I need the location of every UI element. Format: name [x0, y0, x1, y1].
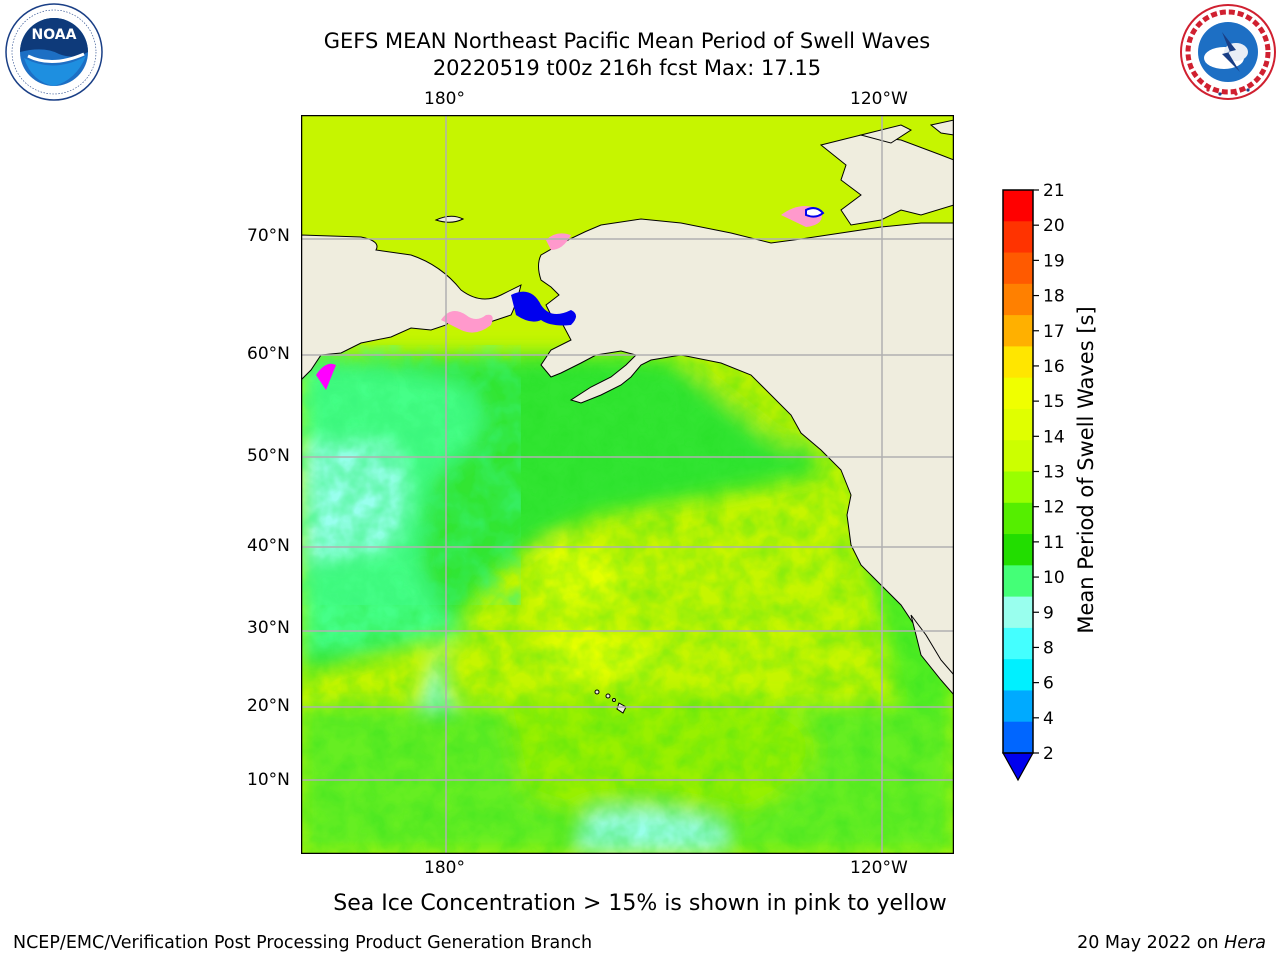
- map-frame: [300, 114, 955, 855]
- map-title: GEFS MEAN Northeast Pacific Mean Period …: [323, 29, 931, 53]
- colorbar: 21 20 19 18 17 16 15 14 13 12 11 10 9 8 6 4 2: [990, 180, 1130, 790]
- colorbar-block: [1003, 408, 1033, 441]
- colorbar-block: [1003, 627, 1033, 660]
- land-masses: [301, 119, 954, 714]
- sea-ice-caption: Sea Ice Concentration > 15% is shown in …: [333, 891, 947, 916]
- colorbar-tick-label: 20: [1043, 216, 1065, 236]
- colorbar-block: [1003, 565, 1033, 598]
- colorbar-block: [1003, 440, 1033, 472]
- colorbar-tick-label: 11: [1043, 533, 1065, 553]
- colorbar-tick-label: 10: [1043, 568, 1065, 588]
- map-panel: [300, 114, 955, 855]
- colorbar-tick-label: 17: [1043, 322, 1065, 342]
- colorbar-tick-label: 21: [1043, 181, 1065, 201]
- colorbar-tick-label: 16: [1043, 357, 1065, 377]
- noaa-logo: NOAA: [4, 2, 104, 102]
- footer-date-text: 20 May 2022 on: [1077, 933, 1225, 953]
- colorbar-tick-label: 19: [1043, 251, 1065, 271]
- lat-label-30n: 30°N: [247, 618, 290, 638]
- colorbar-block: [1003, 252, 1033, 285]
- colorbar-block: [1003, 221, 1033, 254]
- lat-label-50n: 50°N: [247, 446, 290, 466]
- noaa-logo-text: NOAA: [32, 27, 77, 43]
- lon-label-180-bottom: 180°: [424, 858, 465, 878]
- colorbar-block: [1003, 721, 1033, 754]
- forecast-subtitle: 20220519 t00z 216h fcst Max: 17.15: [432, 56, 822, 80]
- colorbar-block: [1003, 471, 1033, 504]
- graticule: [301, 115, 954, 854]
- colorbar-block: [1003, 596, 1033, 629]
- lat-label-70n: 70°N: [247, 226, 290, 246]
- colorbar-block: [1003, 377, 1033, 410]
- lat-label-10n: 10°N: [247, 770, 290, 790]
- colorbar-tick-label: 13: [1043, 463, 1065, 483]
- colorbar-block: [1003, 190, 1033, 222]
- lat-label-20n: 20°N: [247, 696, 290, 716]
- colorbar-tick-label: 6: [1043, 674, 1054, 694]
- colorbar-block: [1003, 659, 1033, 691]
- lon-label-120w-bottom: 120°W: [850, 858, 908, 878]
- colorbar-tick-label: 18: [1043, 287, 1065, 307]
- colorbar-block: [1003, 283, 1033, 316]
- lon-label-180-top: 180°: [424, 89, 465, 109]
- footer-date: 20 May 2022 on Hera: [1077, 933, 1266, 953]
- footer-credit: NCEP/EMC/Verification Post Processing Pr…: [13, 933, 593, 953]
- lon-label-120w-top: 120°W: [850, 89, 908, 109]
- colorbar-tick-label: 2: [1043, 744, 1054, 764]
- nws-logo: [1178, 2, 1278, 102]
- colorbar-tick-label: 8: [1043, 638, 1054, 658]
- colorbar-tick-label: 9: [1043, 603, 1054, 623]
- colorbar-extend-arrow: [1001, 752, 1035, 782]
- colorbar-tick-label: 15: [1043, 392, 1065, 412]
- colorbar-label: Mean Period of Swell Waves [s]: [1074, 306, 1098, 634]
- lat-label-60n: 60°N: [247, 344, 290, 364]
- colorbar-tick-label: 4: [1043, 709, 1054, 729]
- colorbar-block: [1003, 315, 1033, 347]
- colorbar-block: [1003, 534, 1033, 566]
- sea-ice-overlay: [316, 206, 825, 390]
- colorbar-tick-label: 14: [1043, 427, 1065, 447]
- swell-period-map: [300, 114, 955, 855]
- colorbar-block: [1003, 690, 1033, 723]
- footer-machine: Hera: [1224, 933, 1266, 953]
- colorbar-graphic: 21 20 19 18 17 16 15 14 13 12 11 10 9 8 6 4 2: [1001, 181, 1065, 782]
- colorbar-block: [1003, 346, 1033, 379]
- lat-label-40n: 40°N: [247, 536, 290, 556]
- colorbar-tick-label: 12: [1043, 498, 1065, 518]
- colorbar-block: [1003, 502, 1033, 535]
